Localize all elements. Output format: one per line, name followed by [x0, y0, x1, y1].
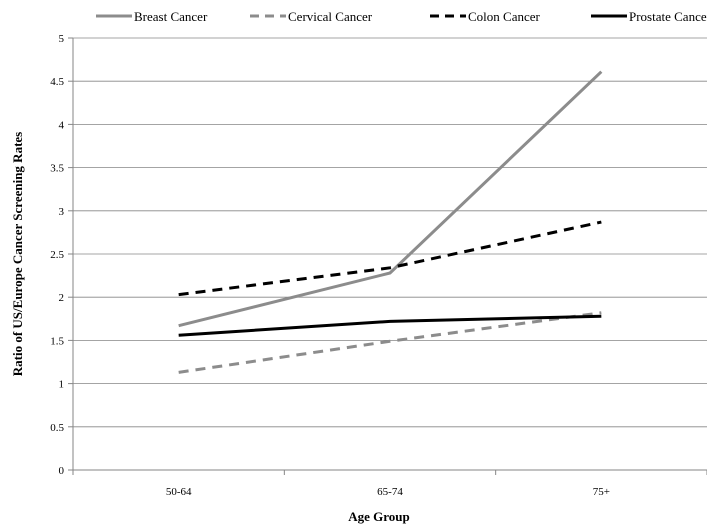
- x-tick-label: 50-64: [166, 486, 192, 498]
- y-tick-labels: 0 0.5 1 1.5 2 2.5 3 3.5 4 4.5 5: [50, 33, 64, 477]
- legend-label: Breast Cancer: [134, 9, 208, 24]
- legend-label: Cervical Cancer: [288, 9, 373, 24]
- y-axis-title: Ratio of US/Europe Cancer Screening Rate…: [10, 132, 25, 376]
- legend: Breast Cancer Cervical Cancer Colon Cancer…: [96, 9, 707, 24]
- legend-label: Colon Cancer: [468, 9, 541, 24]
- y-tick-label: 1: [59, 379, 65, 391]
- y-tick-label: 3.5: [50, 163, 64, 175]
- x-tick-labels: 50-64 65-74 75+: [166, 486, 610, 498]
- y-tick-label: 4.5: [50, 76, 64, 88]
- x-tick-label: 75+: [593, 486, 610, 498]
- y-tick-label: 3: [59, 206, 65, 218]
- x-axis-title: Age Group: [348, 509, 410, 524]
- series-line-prostate-cancer: [178, 314, 602, 337]
- y-tick-label: 0: [59, 465, 65, 477]
- y-tick-label: 5: [59, 33, 65, 45]
- axes: [68, 37, 707, 475]
- series-line-cervical-cancer: [178, 311, 602, 374]
- series-lines: [178, 70, 603, 374]
- y-tick-label: 4: [59, 119, 65, 131]
- y-tick-label: 1.5: [50, 335, 64, 347]
- legend-label: Prostate Cancer: [629, 9, 707, 24]
- y-tick-label: 0.5: [50, 422, 64, 434]
- series-line-breast-cancer: [178, 70, 603, 328]
- gridlines: [73, 37, 707, 428]
- x-tick-label: 65-74: [377, 486, 403, 498]
- series-line-colon-cancer: [178, 220, 602, 297]
- y-tick-label: 2.5: [50, 249, 64, 261]
- y-tick-label: 2: [59, 292, 65, 304]
